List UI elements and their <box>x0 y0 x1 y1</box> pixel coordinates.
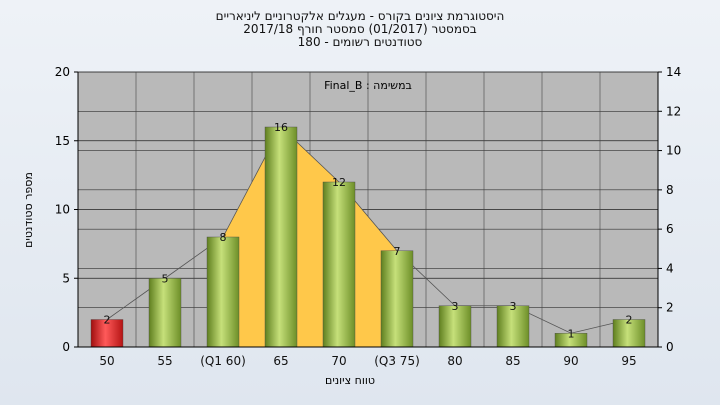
y-tick-label-left: 5 <box>62 271 70 285</box>
x-tick-label: (Q3 75) <box>374 354 420 368</box>
bar-label-80: 3 <box>452 300 459 313</box>
x-tick-label: 50 <box>99 354 114 368</box>
bar-(Q3 75) <box>380 250 414 348</box>
x-tick-label: 80 <box>447 354 462 368</box>
y-tick-label-right: 6 <box>666 222 674 236</box>
bar-label-(Q1 60): 8 <box>220 231 227 244</box>
chart-title: היסטוגרמת ציונים בקורס - מעגלים אלקטרוני… <box>215 9 505 23</box>
bar-65 <box>264 126 298 348</box>
bar-80 <box>438 305 472 348</box>
bar-(Q1 60) <box>206 236 240 348</box>
bar-label-70: 12 <box>332 176 346 189</box>
bar-95 <box>612 319 646 348</box>
y-tick-label-right: 4 <box>666 261 674 275</box>
bar-label-(Q3 75): 7 <box>394 245 401 258</box>
bar-label-85: 3 <box>510 300 517 313</box>
chart-header: היסטוגרמת ציונים בקורס - מעגלים אלקטרוני… <box>0 0 720 62</box>
x-tick-label: (Q1 60) <box>200 354 246 368</box>
x-tick-label: 55 <box>157 354 172 368</box>
envelope-line <box>106 126 630 334</box>
bar-label-65: 16 <box>274 121 288 134</box>
x-tick-label: 85 <box>505 354 520 368</box>
bar-label-55: 5 <box>162 272 169 285</box>
y-tick-label-left: 20 <box>55 65 70 79</box>
y-tick-label-right: 12 <box>666 104 681 118</box>
bar-label-95: 2 <box>626 314 633 327</box>
y-tick-label-left: 10 <box>55 203 70 217</box>
x-tick-label: 95 <box>621 354 636 368</box>
bar-55 <box>148 278 182 348</box>
y-tick-label-right: 14 <box>666 65 681 79</box>
bar-50 <box>90 319 124 348</box>
bar-85 <box>496 305 530 348</box>
x-tick-label: 65 <box>273 354 288 368</box>
bar-label-90: 1 <box>568 327 575 340</box>
bar-70 <box>322 181 356 348</box>
x-tick-label: 90 <box>563 354 578 368</box>
y-tick-label-right: 8 <box>666 183 674 197</box>
chart-subtitle-semester: בסמסטר (01/2017) סמסטר חורף 2017/18 <box>243 22 477 36</box>
y-tick-label-left: 15 <box>55 134 70 148</box>
bar-label-50: 2 <box>104 314 111 327</box>
chart-annotation: במשימה : Final_B <box>324 79 412 92</box>
x-axis-title: טווח ציונים <box>325 374 375 387</box>
y-tick-label-right: 0 <box>666 340 674 354</box>
y-tick-label-left: 0 <box>62 340 70 354</box>
x-tick-label: 70 <box>331 354 346 368</box>
chart-subtitle-enrolled: סטודנטים רשומים - 180 <box>297 35 423 49</box>
y-tick-label-right: 2 <box>666 301 674 315</box>
y-tick-label-right: 10 <box>666 144 681 158</box>
y-axis-title: מספר סטודנטים <box>22 172 35 248</box>
